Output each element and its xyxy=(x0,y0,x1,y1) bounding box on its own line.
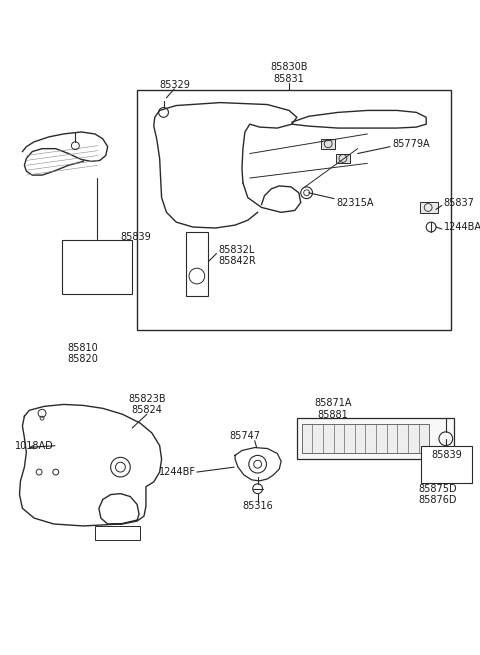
Text: 85875D: 85875D xyxy=(419,483,457,494)
Text: 85842R: 85842R xyxy=(218,256,256,267)
Text: 85831: 85831 xyxy=(274,74,304,84)
Text: 85830B: 85830B xyxy=(270,62,308,72)
Text: 1244BA: 1244BA xyxy=(444,222,480,232)
Text: 85881: 85881 xyxy=(318,410,348,421)
Bar xyxy=(336,153,350,163)
Text: 85837: 85837 xyxy=(444,198,475,208)
Bar xyxy=(420,202,438,214)
Text: 85839: 85839 xyxy=(120,232,151,242)
Text: 85329: 85329 xyxy=(159,80,190,90)
Text: 85820: 85820 xyxy=(68,354,98,364)
Bar xyxy=(297,418,454,459)
Text: 85839: 85839 xyxy=(432,451,462,460)
Bar xyxy=(186,232,208,295)
Text: 85823B: 85823B xyxy=(128,394,166,403)
Text: 85832L: 85832L xyxy=(218,244,255,255)
Bar xyxy=(421,445,472,483)
Text: 1244BF: 1244BF xyxy=(159,467,196,477)
Text: 85824: 85824 xyxy=(132,405,162,415)
Bar xyxy=(137,90,451,330)
Text: 85871A: 85871A xyxy=(314,398,352,409)
Text: 85747: 85747 xyxy=(229,431,260,441)
Text: 85810: 85810 xyxy=(68,343,98,352)
Text: 1018AD: 1018AD xyxy=(14,441,53,451)
Bar xyxy=(95,526,140,540)
Bar xyxy=(321,139,335,149)
Text: 85876D: 85876D xyxy=(419,495,457,506)
Text: 85316: 85316 xyxy=(242,501,273,512)
Text: 85779A: 85779A xyxy=(392,139,430,149)
Text: 82315A: 82315A xyxy=(336,198,373,208)
Bar xyxy=(61,240,132,293)
Bar xyxy=(302,424,429,453)
